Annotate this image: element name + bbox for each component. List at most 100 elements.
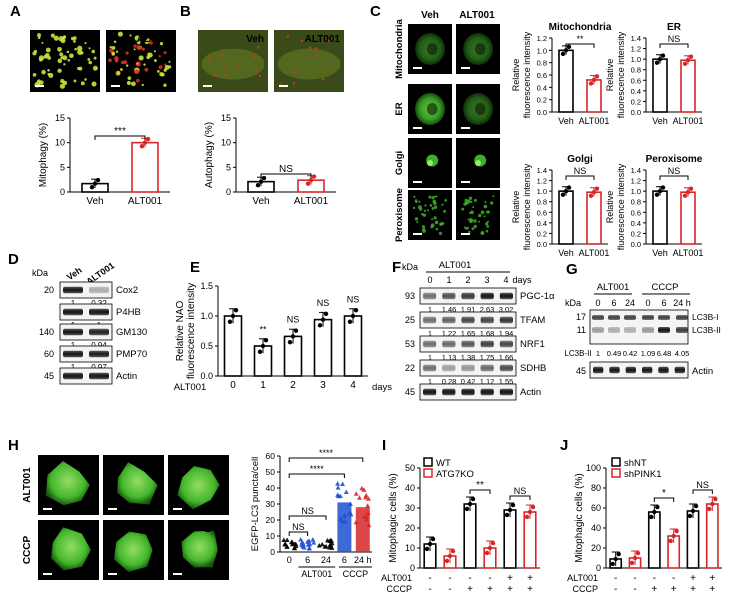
mito-dot (41, 69, 46, 75)
data-point (323, 544, 329, 549)
mito-dot (88, 60, 92, 65)
peroxisome-dot (433, 201, 437, 206)
peroxisome-dot (480, 210, 485, 215)
autophagy-dot (314, 47, 318, 50)
data-point (287, 339, 293, 345)
autophagy-dot (292, 70, 296, 74)
peroxisome-dot (492, 195, 495, 198)
y-tick-label: 1.0 (537, 46, 547, 55)
data-point (258, 179, 264, 184)
x-tick-label: 2 (290, 380, 296, 391)
data-point (688, 54, 694, 59)
condition-sign: + (527, 584, 533, 595)
peroxisome-dot (443, 209, 446, 213)
panel-letter-i: I (382, 437, 386, 454)
data-point (233, 308, 239, 313)
autophagy-dot (286, 35, 289, 38)
chart-title: ER (667, 22, 682, 33)
y-tick-label: 15 (55, 113, 65, 123)
mito-dot (53, 35, 59, 41)
autophagy-dot (256, 46, 260, 49)
blot-band (480, 340, 494, 348)
bar (503, 509, 517, 569)
micrograph-tile (456, 24, 500, 74)
data-point (335, 485, 341, 490)
data-point (363, 492, 369, 498)
y-tick-label: 1.0 (631, 55, 641, 64)
data-point (364, 517, 370, 522)
blot-band (423, 364, 437, 372)
mito-dot (59, 83, 66, 89)
data-point (342, 518, 348, 524)
band-label: LC3B-I (692, 312, 718, 322)
condition-sign: - (672, 573, 675, 584)
mito-dot (39, 80, 44, 85)
mito-dot (146, 55, 150, 60)
mito-dot (108, 58, 112, 63)
data-point (366, 496, 372, 501)
data-point (487, 545, 493, 551)
peroxisome-dot (486, 210, 490, 214)
blot-band (423, 388, 437, 396)
bar (652, 58, 668, 113)
y-tick-label: 30 (405, 503, 415, 513)
significance-label: **** (310, 464, 325, 474)
mito-dot (48, 72, 54, 78)
quant-value: 0.32 (91, 299, 107, 308)
panel-c-chart-er: 0.0 0.20.4 0.60.8 1.01.2 1.4 Relative fluoresc… (605, 22, 703, 126)
blot-band-lc3b-i (592, 315, 604, 320)
condition-label: CCCP (572, 584, 598, 594)
autophagy-dot (212, 74, 216, 77)
y-tick-label: 40 (591, 523, 601, 533)
data-point (353, 308, 359, 313)
micrograph-tile: 6 h (103, 520, 164, 580)
data-point (610, 561, 615, 567)
blot-band (442, 388, 456, 396)
data-point (530, 504, 536, 510)
blot-band (461, 364, 475, 372)
tile-label: ALT001 (137, 34, 173, 45)
data-point (340, 481, 346, 487)
data-point (635, 550, 641, 556)
y-tick-label: 0.0 (537, 108, 547, 117)
tile-label: ALT001 (305, 34, 341, 45)
autophagy-dot (222, 66, 226, 69)
blot-band (63, 372, 83, 380)
peroxisome-dot (431, 218, 434, 221)
data-point (319, 541, 325, 547)
mito-dot (116, 71, 121, 76)
mito-dot (136, 78, 140, 83)
autophagy-dot (208, 57, 211, 60)
mito-dot (159, 42, 164, 46)
chart-title: Mitochondria (549, 22, 612, 33)
data-point (588, 193, 594, 198)
x-suffix-label: days (372, 382, 392, 393)
blot-band (442, 292, 456, 300)
condition-sign: - (448, 573, 451, 584)
peroxisome-dot (470, 200, 473, 203)
data-point (652, 509, 657, 515)
mito-dot (134, 35, 141, 41)
blot-band (63, 350, 83, 358)
micrograph-tile: 24 h (168, 455, 229, 515)
data-point (713, 496, 718, 502)
peroxisome-dot (441, 203, 444, 206)
scale-bar (111, 85, 120, 87)
autophagy-dot (255, 69, 258, 72)
peroxisome-dot (423, 209, 427, 212)
golgi-spot (475, 160, 481, 166)
y-axis-label: fluorescence intensity (522, 163, 532, 250)
cell-body (45, 461, 90, 506)
condition-sign: + (507, 573, 513, 584)
peroxisome-dot (485, 222, 489, 226)
panel-letter-j: J (560, 437, 568, 454)
data-point (591, 77, 597, 83)
mito-dot (84, 42, 87, 45)
peroxisome-dot (444, 198, 448, 202)
peroxisome-dot (486, 225, 490, 228)
mito-dot (163, 83, 167, 87)
cell-body (177, 466, 220, 510)
blot-gm130 (59, 323, 113, 341)
y-tick-label: 0.0 (200, 371, 213, 381)
scale-bar (43, 508, 52, 510)
